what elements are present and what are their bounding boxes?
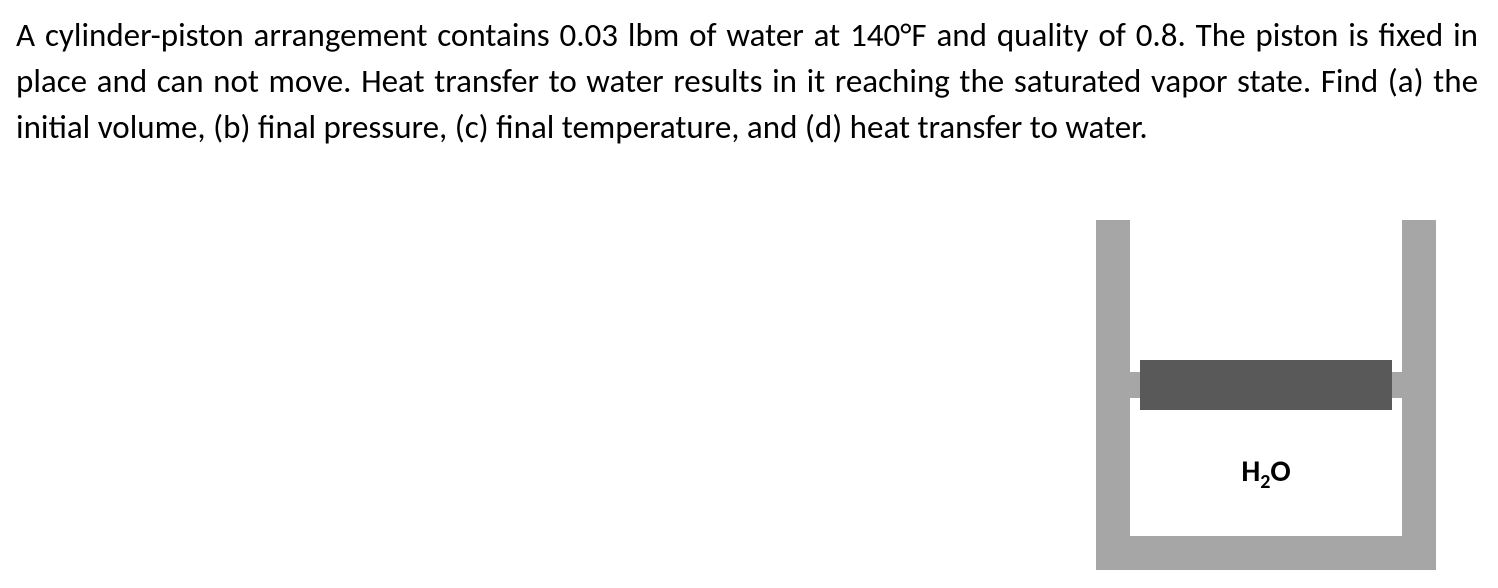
cylinder-piston-diagram: H2O [1096, 220, 1436, 570]
h2o-label: H2O [1241, 453, 1290, 494]
problem-statement: A cylinder-piston arrangement contains 0… [16, 12, 1478, 151]
cylinder-wall-bottom [1096, 536, 1436, 570]
piston [1140, 360, 1392, 410]
water-chamber: H2O [1130, 410, 1402, 536]
